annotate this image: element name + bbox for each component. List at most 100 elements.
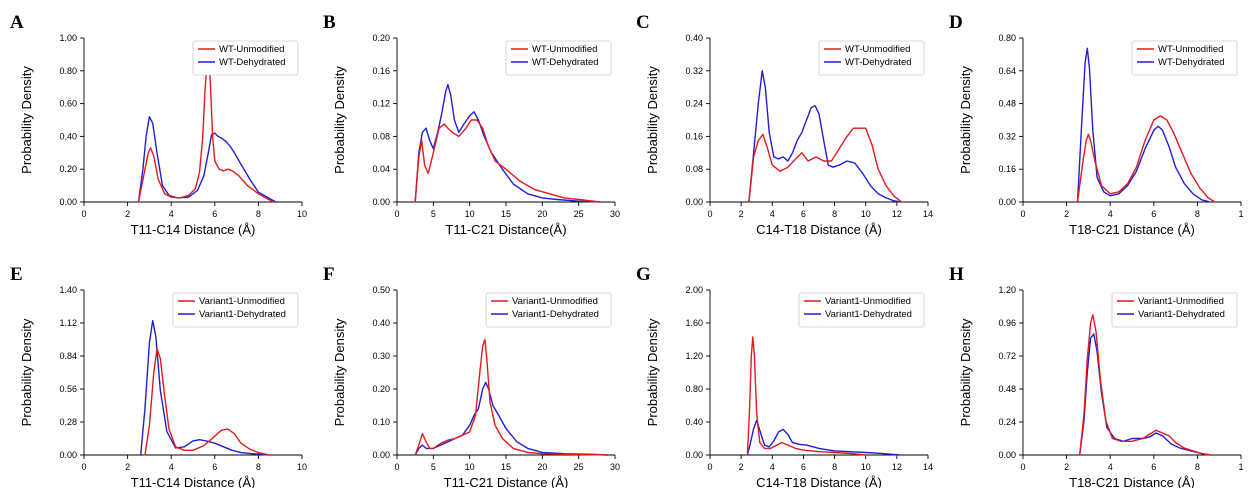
y-tick-label: 1.60 bbox=[685, 318, 703, 328]
y-tick-label: 0.80 bbox=[998, 33, 1016, 43]
y-tick-label: 0.50 bbox=[372, 285, 390, 295]
x-tick-label: 10 bbox=[297, 462, 307, 472]
x-tick-label: 5 bbox=[431, 462, 436, 472]
y-tick-label: 0.84 bbox=[59, 351, 77, 361]
panel-f: F 0.00 0.10 0.20 0.30 0.40 0.50 0 5 10 15 20 25 30 T11… bbox=[323, 264, 620, 488]
series-line-dehydrated bbox=[748, 70, 903, 203]
x-tick-label: 6 bbox=[801, 462, 806, 472]
y-tick-label: 0.32 bbox=[685, 66, 703, 76]
y-tick-label: 2.00 bbox=[685, 285, 703, 295]
y-tick-label: 0.96 bbox=[998, 318, 1016, 328]
y-tick-label: 0.40 bbox=[372, 318, 390, 328]
x-tick-label: 4 bbox=[169, 462, 174, 472]
panel-letter: B bbox=[323, 12, 336, 33]
y-tick-label: 1.00 bbox=[59, 33, 77, 43]
y-tick-label: 0.00 bbox=[685, 197, 703, 207]
series-line-dehydrated bbox=[414, 83, 602, 203]
y-tick-label: 0.16 bbox=[685, 131, 703, 141]
y-tick-label: 0.30 bbox=[372, 351, 390, 361]
x-tick-label: 2 bbox=[1064, 209, 1069, 219]
legend-label: WT-Dehydrated bbox=[532, 57, 599, 68]
panel-c: C 0.00 0.08 0.16 0.24 0.32 0.40 0 2 4 6 8 10 12 14 C14-… bbox=[636, 12, 933, 237]
legend-box bbox=[818, 40, 925, 76]
legend-label: WT-Unmodified bbox=[845, 44, 910, 55]
legend-label: Variant1-Dehydrated bbox=[1138, 309, 1225, 320]
series-line-dehydrated bbox=[1076, 47, 1212, 203]
panel-letter: G bbox=[636, 264, 651, 285]
y-axis-title: Probability Density bbox=[19, 66, 34, 174]
y-tick-label: 0.20 bbox=[372, 384, 390, 394]
y-tick-label: 0.40 bbox=[685, 417, 703, 427]
x-tick-label: 4 bbox=[770, 209, 775, 219]
x-tick-label: 25 bbox=[574, 209, 584, 219]
legend-label: Variant1-Dehydrated bbox=[199, 309, 286, 320]
panel-g: G 0.00 0.40 0.80 1.20 1.60 2.00 0 2 4 6 8 10 12 14 C14-… bbox=[636, 264, 933, 488]
x-axis-title: T11-C21 Distance(Å) bbox=[445, 222, 566, 237]
x-tick-label: 0 bbox=[707, 462, 712, 472]
x-tick-label: 0 bbox=[1020, 462, 1025, 472]
x-tick-label: 14 bbox=[923, 462, 933, 472]
series-line-dehydrated bbox=[1078, 333, 1212, 456]
x-tick-label: 4 bbox=[169, 209, 174, 219]
y-tick-label: 0.04 bbox=[372, 164, 390, 174]
x-tick-label: 0 bbox=[394, 462, 399, 472]
y-tick-label: 0.48 bbox=[998, 99, 1016, 109]
x-tick-label: 1 bbox=[1238, 462, 1243, 472]
panel-letter: H bbox=[949, 264, 964, 285]
x-axis-title: T11-C21 Distance (Å) bbox=[444, 475, 569, 488]
y-tick-label: 0.20 bbox=[59, 164, 77, 174]
x-tick-label: 30 bbox=[610, 462, 620, 472]
y-tick-label: 0.24 bbox=[685, 99, 703, 109]
x-tick-label: 2 bbox=[125, 462, 130, 472]
x-tick-label: 6 bbox=[212, 209, 217, 219]
y-axis-title: Probability Density bbox=[645, 318, 660, 426]
y-tick-label: 0.60 bbox=[59, 99, 77, 109]
x-tick-label: 14 bbox=[923, 209, 933, 219]
y-tick-label: 1.12 bbox=[59, 318, 77, 328]
x-axis-title: T11-C14 Distance (Å) bbox=[131, 222, 256, 237]
panel-letter: D bbox=[949, 12, 963, 33]
panel-e: E 0.00 0.28 0.56 0.84 1.12 1.40 0 2 4 6 8 10 T11-C14 … bbox=[10, 264, 307, 488]
y-tick-label: 0.48 bbox=[998, 384, 1016, 394]
legend-label: Variant1-Unmodified bbox=[199, 296, 285, 307]
x-tick-label: 10 bbox=[465, 209, 475, 219]
y-tick-label: 1.20 bbox=[998, 285, 1016, 295]
series-line-unmodified bbox=[1078, 314, 1212, 456]
x-tick-label: 20 bbox=[537, 462, 547, 472]
legend-box bbox=[485, 292, 612, 328]
x-tick-label: 4 bbox=[1108, 462, 1113, 472]
x-tick-label: 10 bbox=[861, 209, 871, 219]
x-tick-label: 8 bbox=[1195, 462, 1200, 472]
x-tick-label: 2 bbox=[739, 209, 744, 219]
x-tick-label: 0 bbox=[81, 209, 86, 219]
panel-letter: C bbox=[636, 12, 650, 33]
y-tick-label: 0.28 bbox=[59, 417, 77, 427]
x-axis-title: C14-T18 Distance (Å) bbox=[756, 475, 882, 488]
y-axis-title: Probability Density bbox=[332, 66, 347, 174]
y-tick-label: 0.00 bbox=[59, 450, 77, 460]
x-tick-label: 15 bbox=[501, 462, 511, 472]
x-tick-label: 2 bbox=[125, 209, 130, 219]
x-tick-label: 6 bbox=[801, 209, 806, 219]
x-tick-label: 8 bbox=[256, 209, 261, 219]
series-line-unmodified bbox=[137, 53, 275, 203]
legend-label: Variant1-Unmodified bbox=[1138, 296, 1224, 307]
y-tick-label: 0.00 bbox=[372, 450, 390, 460]
y-tick-label: 0.32 bbox=[998, 131, 1016, 141]
x-tick-label: 12 bbox=[892, 209, 902, 219]
x-tick-label: 2 bbox=[739, 462, 744, 472]
panel-letter: F bbox=[323, 264, 335, 285]
series-line-dehydrated bbox=[139, 319, 270, 456]
y-tick-label: 1.40 bbox=[59, 285, 77, 295]
x-tick-label: 6 bbox=[1151, 209, 1156, 219]
x-tick-label: 8 bbox=[1195, 209, 1200, 219]
legend-box bbox=[172, 292, 299, 328]
series-line-unmodified bbox=[414, 119, 602, 203]
series-line-unmodified bbox=[746, 336, 867, 456]
y-axis-title: Probability Density bbox=[958, 66, 973, 174]
x-tick-label: 12 bbox=[892, 462, 902, 472]
x-tick-label: 10 bbox=[861, 462, 871, 472]
legend-label: Variant1-Dehydrated bbox=[512, 309, 599, 320]
legend-label: WT-Unmodified bbox=[1158, 44, 1223, 55]
panel-letter: A bbox=[10, 12, 24, 33]
